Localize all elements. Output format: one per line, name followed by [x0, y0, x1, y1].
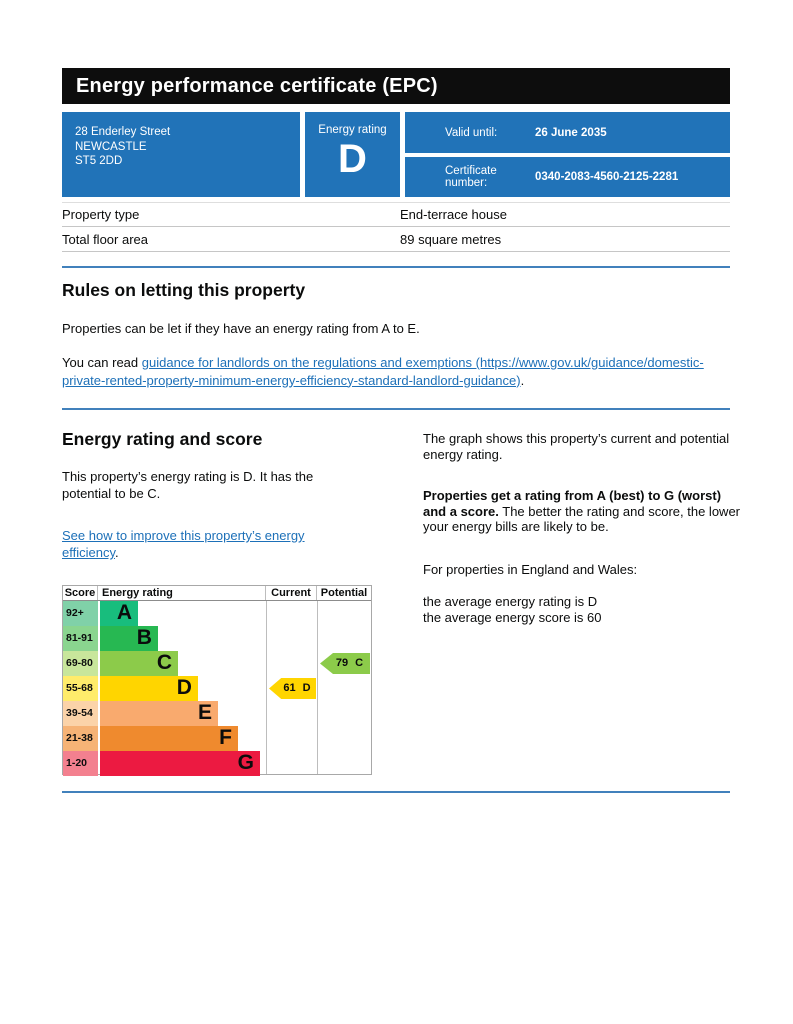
band-score-range: 39-54 — [63, 701, 98, 726]
property-summary-table: Property type End-terrace house Total fl… — [62, 202, 730, 252]
band-score-range: 69-80 — [63, 651, 98, 676]
band-bar-e: E — [100, 701, 219, 726]
property-type-value: End-terrace house — [400, 207, 507, 222]
improve-link-suffix: . — [115, 545, 119, 560]
average-rating-text: the average energy rating is D — [423, 594, 598, 609]
total-floor-area-value: 89 square metres — [400, 231, 502, 247]
property-type-label: Property type — [62, 207, 140, 222]
band-score-range: 55-68 — [63, 676, 98, 701]
energy-rating-value: D — [338, 137, 367, 181]
current-rating-arrow: 61 D — [269, 678, 316, 699]
certificate-number-value: 0340-2083-4560-2125-2281 — [535, 171, 679, 183]
band-score-range: 92+ — [63, 601, 98, 626]
rating-explanation-text: Properties get a rating from A (best) to… — [423, 488, 745, 535]
rating-explanation-rest: The better the rating and score, the low… — [423, 503, 740, 535]
valid-until-label: Valid until: — [445, 126, 498, 139]
band-row-a: 92+ A — [63, 601, 371, 626]
band-bar-d: D — [100, 676, 198, 701]
band-row-f: 21-38 F — [63, 726, 371, 751]
address-line-1: 28 Enderley Street — [75, 126, 171, 138]
chart-column-divider — [266, 601, 267, 774]
chart-column-divider — [317, 601, 318, 774]
section-divider — [62, 791, 730, 793]
graph-description-text: The graph shows this property’s current … — [423, 431, 730, 462]
band-score-range: 21-38 — [63, 726, 98, 751]
band-bar-c: C — [100, 651, 179, 676]
rules-paragraph-2-prefix: You can read — [62, 355, 142, 370]
band-row-b: 81-91 B — [63, 626, 371, 651]
band-bar-a: A — [100, 601, 138, 626]
table-row: Property type End-terrace house — [62, 202, 730, 227]
certificate-number-label: Certificate number: — [445, 165, 497, 189]
chart-header-current: Current — [266, 586, 317, 600]
average-score-text: the average energy score is 60 — [423, 610, 602, 625]
energy-rating-box: Energy rating D — [305, 112, 400, 197]
page-title: Energy performance certificate (EPC) — [62, 68, 730, 104]
band-bar-g: G — [100, 751, 261, 776]
chart-body: 92+ A 81-91 B 69-80 C 55-68 D 39-54 E 21… — [63, 601, 371, 776]
address-line-3: ST5 2DD — [75, 155, 123, 167]
rating-section-heading: Energy rating and score — [62, 429, 263, 449]
band-row-c: 69-80 C — [63, 651, 371, 676]
chart-header-potential: Potential — [320, 587, 368, 599]
chart-header-score: Score — [63, 586, 98, 600]
rules-section-heading: Rules on letting this property — [62, 280, 306, 300]
england-wales-text: For properties in England and Wales: — [423, 562, 638, 577]
address-line-2: NEWCASTLE — [75, 140, 147, 153]
band-row-e: 39-54 E — [63, 701, 371, 726]
band-score-range: 81-91 — [63, 626, 98, 651]
improve-efficiency-link[interactable]: See how to improve this property’s energ… — [62, 528, 305, 560]
property-address: 28 Enderley Street NEWCASTLE ST5 2DD — [62, 112, 300, 197]
epc-rating-chart: Score Energy rating Current Potential 92… — [62, 585, 372, 776]
valid-until-value: 26 June 2035 — [535, 126, 607, 139]
landlord-guidance-link[interactable]: guidance for landlords on the regulation… — [62, 355, 704, 388]
potential-rating-arrow: 79 C — [320, 653, 370, 674]
section-divider — [62, 266, 730, 268]
section-divider — [62, 408, 730, 410]
band-row-g: 1-20 G — [63, 751, 371, 776]
rules-paragraph-2-suffix: . — [520, 372, 525, 388]
rating-explanation-bold: Properties get a rating from A (best) to… — [423, 488, 722, 519]
certificate-number-box: Certificate number: 0340-2083-4560-2125-… — [405, 157, 730, 197]
band-row-d: 55-68 D — [63, 676, 371, 701]
band-bar-b: B — [100, 626, 158, 651]
chart-header-energy-rating: Energy rating — [98, 586, 266, 600]
rules-paragraph-1: Properties can be let if they have an en… — [62, 321, 420, 336]
chart-header-row: Score Energy rating Current Potential — [63, 586, 371, 601]
rating-intro-text: This property’s energy rating is D. It h… — [62, 469, 314, 501]
band-bar-f: F — [100, 726, 238, 751]
total-floor-area-label: Total floor area — [62, 231, 148, 247]
band-score-range: 1-20 — [63, 751, 98, 776]
energy-rating-label: Energy rating — [318, 124, 387, 136]
rules-paragraph-2: You can read guidance for landlords on t… — [62, 354, 730, 389]
valid-until-box: Valid until: 26 June 2035 — [405, 112, 730, 153]
table-row: Total floor area 89 square metres — [62, 227, 730, 252]
improve-efficiency-paragraph: See how to improve this property’s energ… — [62, 527, 347, 561]
